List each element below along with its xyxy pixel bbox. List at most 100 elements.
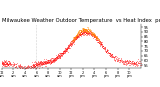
Point: [54, 60, 57, 61]
Point: [83, 29, 85, 31]
Point: [138, 63, 141, 64]
Point: [124, 61, 127, 62]
Point: [39, 63, 42, 64]
Point: [57, 57, 60, 58]
Point: [105, 51, 107, 52]
Point: [5, 65, 7, 67]
Point: [37, 62, 40, 64]
Point: [112, 59, 115, 60]
Point: [40, 65, 42, 66]
Point: [42, 63, 44, 64]
Point: [83, 32, 85, 34]
Point: [81, 33, 84, 34]
Point: [85, 32, 88, 33]
Point: [94, 35, 96, 36]
Point: [19, 66, 21, 67]
Point: [81, 32, 83, 34]
Point: [80, 30, 83, 31]
Point: [76, 36, 79, 38]
Point: [64, 49, 67, 50]
Point: [120, 60, 123, 61]
Point: [80, 34, 83, 35]
Point: [78, 32, 81, 34]
Point: [107, 52, 110, 54]
Point: [129, 63, 131, 64]
Point: [57, 55, 59, 56]
Point: [84, 29, 87, 30]
Point: [32, 65, 34, 66]
Point: [88, 29, 91, 30]
Point: [74, 35, 77, 37]
Point: [100, 44, 102, 45]
Point: [90, 33, 93, 34]
Point: [27, 68, 29, 69]
Point: [83, 31, 86, 32]
Point: [56, 55, 58, 57]
Point: [113, 57, 115, 58]
Point: [82, 33, 84, 34]
Point: [85, 29, 88, 30]
Point: [103, 47, 106, 48]
Point: [88, 32, 90, 33]
Point: [64, 51, 67, 52]
Point: [102, 48, 105, 49]
Point: [133, 64, 136, 65]
Point: [1, 65, 4, 66]
Point: [114, 60, 116, 61]
Point: [77, 34, 80, 36]
Point: [74, 39, 77, 40]
Point: [123, 64, 126, 65]
Point: [120, 59, 123, 60]
Point: [75, 37, 77, 38]
Point: [36, 65, 39, 67]
Point: [41, 64, 44, 65]
Point: [74, 37, 77, 39]
Point: [137, 62, 139, 63]
Point: [72, 36, 75, 38]
Point: [127, 62, 129, 64]
Point: [79, 32, 82, 33]
Point: [60, 53, 63, 54]
Point: [46, 63, 49, 64]
Point: [89, 32, 92, 33]
Point: [109, 55, 111, 57]
Point: [66, 48, 69, 50]
Point: [96, 40, 99, 41]
Point: [113, 56, 116, 57]
Point: [99, 45, 101, 46]
Point: [18, 69, 21, 70]
Point: [51, 58, 54, 59]
Point: [84, 28, 86, 30]
Point: [73, 40, 76, 41]
Point: [64, 49, 66, 50]
Point: [74, 39, 76, 40]
Point: [79, 31, 81, 33]
Point: [19, 69, 22, 70]
Point: [82, 29, 84, 30]
Point: [46, 61, 48, 62]
Point: [75, 35, 78, 37]
Point: [46, 59, 49, 61]
Point: [104, 50, 107, 51]
Point: [121, 59, 124, 61]
Point: [88, 31, 90, 32]
Point: [6, 63, 8, 64]
Point: [11, 65, 14, 67]
Point: [41, 66, 43, 67]
Point: [126, 62, 129, 63]
Point: [57, 56, 60, 57]
Point: [75, 33, 78, 35]
Point: [71, 39, 74, 41]
Point: [71, 39, 74, 41]
Point: [84, 30, 87, 31]
Point: [93, 35, 95, 37]
Point: [52, 59, 54, 60]
Point: [93, 35, 96, 36]
Point: [42, 61, 45, 63]
Point: [26, 66, 29, 67]
Point: [44, 65, 47, 67]
Point: [33, 64, 36, 66]
Point: [12, 63, 15, 65]
Point: [37, 65, 39, 66]
Point: [92, 37, 95, 39]
